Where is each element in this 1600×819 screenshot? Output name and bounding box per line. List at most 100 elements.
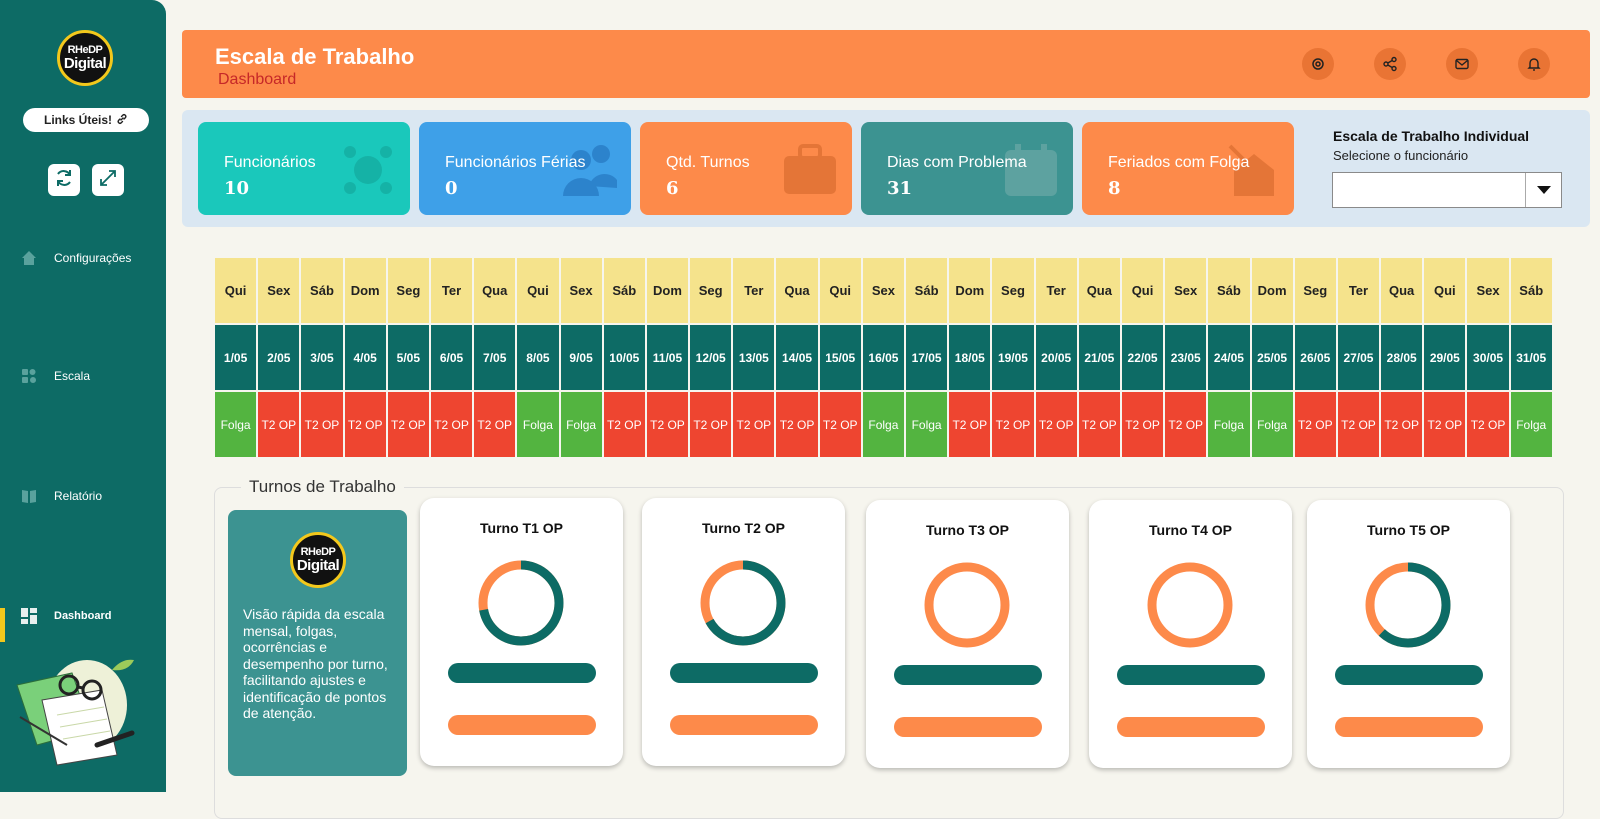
weekday-cell: Qui bbox=[214, 257, 258, 324]
turnos-section: Turnos de Trabalho RHeDP Digital Visão r… bbox=[214, 477, 1564, 819]
weekday-cell: Dom bbox=[1250, 257, 1294, 324]
nav-item-escala[interactable]: Escala bbox=[20, 367, 90, 385]
weekday-cell: Qua bbox=[775, 257, 819, 324]
kpi-value: 8 bbox=[1108, 178, 1121, 199]
status-cell: Folga bbox=[1250, 391, 1294, 458]
status-cell: T2 OP bbox=[732, 391, 776, 458]
page-subtitle: Dashboard bbox=[218, 71, 297, 88]
turno-donut-chart bbox=[924, 562, 1010, 648]
vacation-icon bbox=[563, 145, 617, 196]
turno-card[interactable]: Turno T3 OP bbox=[866, 500, 1069, 768]
turno-card-title: Turno T5 OP bbox=[1367, 522, 1450, 538]
weekday-cell: Seg bbox=[386, 257, 430, 324]
kpi-panel: Funcionários 10 Funcionários Férias 0 Qt… bbox=[182, 110, 1590, 227]
status-cell: T2 OP bbox=[1380, 391, 1424, 458]
date-cell: 27/05 bbox=[1336, 324, 1381, 391]
kpi-label: Funcionários Férias bbox=[445, 154, 586, 171]
status-cell: Folga bbox=[1509, 391, 1553, 458]
turno-card-title: Turno T4 OP bbox=[1149, 522, 1232, 538]
turno-card[interactable]: Turno T5 OP bbox=[1307, 500, 1510, 768]
weekday-cell: Sex bbox=[1164, 257, 1208, 324]
app-logo: RHeDP Digital bbox=[57, 30, 113, 86]
donut-main-arc bbox=[1365, 562, 1451, 648]
weekday-cell: Qui bbox=[1120, 257, 1165, 324]
date-cell: 21/05 bbox=[1077, 324, 1121, 391]
kpi-label: Feriados com Folga bbox=[1108, 154, 1250, 171]
weekday-cell: Seg bbox=[1293, 257, 1337, 324]
turno-card[interactable]: Turno T1 OP bbox=[420, 498, 623, 766]
refresh-icon bbox=[53, 167, 75, 194]
kpi-card-funcionarios: Funcionários 10 bbox=[198, 122, 410, 215]
status-cell: T2 OP bbox=[991, 391, 1035, 458]
turno-card[interactable]: Turno T4 OP bbox=[1089, 500, 1292, 768]
weekday-cell: Qui bbox=[516, 257, 560, 324]
nav-item-dashboard[interactable]: Dashboard bbox=[20, 607, 111, 625]
notifications-button[interactable] bbox=[1518, 48, 1550, 80]
turno-bar-primary bbox=[670, 663, 818, 683]
status-cell: T2 OP bbox=[473, 391, 517, 458]
status-cell: T2 OP bbox=[1336, 391, 1381, 458]
info-text: Visão rápida da escala mensal, folgas, o… bbox=[243, 606, 388, 721]
links-button[interactable]: Links Úteis! bbox=[23, 108, 149, 132]
link-icon bbox=[116, 113, 128, 128]
weekday-cell: Ter bbox=[1034, 257, 1078, 324]
nav-label: Escala bbox=[54, 369, 91, 383]
nav-item-relatorio[interactable]: Relatório bbox=[20, 487, 102, 505]
date-cell: 1/05 bbox=[214, 324, 258, 391]
turno-bar-primary bbox=[1117, 665, 1265, 685]
status-cell: T2 OP bbox=[343, 391, 387, 458]
kpi-label: Dias com Problema bbox=[887, 154, 1027, 171]
employee-select[interactable] bbox=[1332, 172, 1562, 208]
status-cell: T2 OP bbox=[1120, 391, 1165, 458]
info-card: RHeDP Digital Visão rápida da escala men… bbox=[228, 510, 407, 776]
weekday-cell: Sex bbox=[1466, 257, 1510, 324]
bell-icon bbox=[1527, 58, 1541, 71]
date-cell: 10/05 bbox=[602, 324, 646, 391]
nav-item-configuracoes[interactable]: Configurações bbox=[20, 249, 131, 267]
status-cell: Folga bbox=[1207, 391, 1251, 458]
date-cell: 15/05 bbox=[818, 324, 862, 391]
date-cell: 12/05 bbox=[689, 324, 733, 391]
individual-schedule-subtitle: Selecione o funcionário bbox=[1333, 148, 1469, 163]
turno-bar-secondary bbox=[1117, 717, 1265, 737]
date-cell: 22/05 bbox=[1120, 324, 1165, 391]
date-cell: 6/05 bbox=[429, 324, 474, 391]
settings-button[interactable] bbox=[1302, 48, 1334, 80]
turno-bar-primary bbox=[448, 663, 596, 683]
turno-card-title: Turno T2 OP bbox=[702, 520, 785, 536]
weekday-cell: Sáb bbox=[1207, 257, 1251, 324]
date-cell: 9/05 bbox=[559, 324, 603, 391]
date-cell: 18/05 bbox=[948, 324, 992, 391]
date-cell: 16/05 bbox=[861, 324, 905, 391]
dropdown-arrow[interactable] bbox=[1525, 173, 1561, 207]
turno-card[interactable]: Turno T2 OP bbox=[642, 498, 845, 766]
logo-text-bottom: Digital bbox=[296, 557, 340, 574]
refresh-button[interactable] bbox=[48, 164, 80, 196]
fullscreen-button[interactable] bbox=[92, 164, 124, 196]
donut-remaining-arc bbox=[924, 562, 1010, 648]
turno-donut-chart bbox=[700, 560, 786, 646]
status-cell: Folga bbox=[214, 391, 258, 458]
status-cell: T2 OP bbox=[1164, 391, 1208, 458]
date-cell: 25/05 bbox=[1250, 324, 1294, 391]
turno-bar-secondary bbox=[670, 715, 818, 735]
donut-remaining-arc bbox=[1147, 562, 1233, 648]
schedule-icon bbox=[22, 369, 36, 383]
share-button[interactable] bbox=[1374, 48, 1406, 80]
kpi-label: Funcionários bbox=[224, 154, 316, 171]
monthly-schedule-grid: Qui Sex Sáb Dom Seg Ter Qua Qui Sex Sáb Dom Seg Ter Q… bbox=[214, 257, 1553, 458]
report-icon bbox=[22, 490, 36, 503]
expand-icon bbox=[98, 168, 118, 193]
weekday-cell: Sex bbox=[559, 257, 603, 324]
nav-label: Configurações bbox=[54, 251, 132, 265]
status-cell: T2 OP bbox=[602, 391, 646, 458]
status-cell: T2 OP bbox=[300, 391, 344, 458]
weekday-cell: Dom bbox=[343, 257, 387, 324]
weekday-cell: Qua bbox=[473, 257, 517, 324]
date-cell: 28/05 bbox=[1380, 324, 1424, 391]
kpi-value: 0 bbox=[445, 178, 458, 199]
weekday-cell: Sáb bbox=[905, 257, 949, 324]
date-cell: 20/05 bbox=[1034, 324, 1078, 391]
mail-button[interactable] bbox=[1446, 48, 1478, 80]
donut-main-arc bbox=[478, 560, 564, 646]
